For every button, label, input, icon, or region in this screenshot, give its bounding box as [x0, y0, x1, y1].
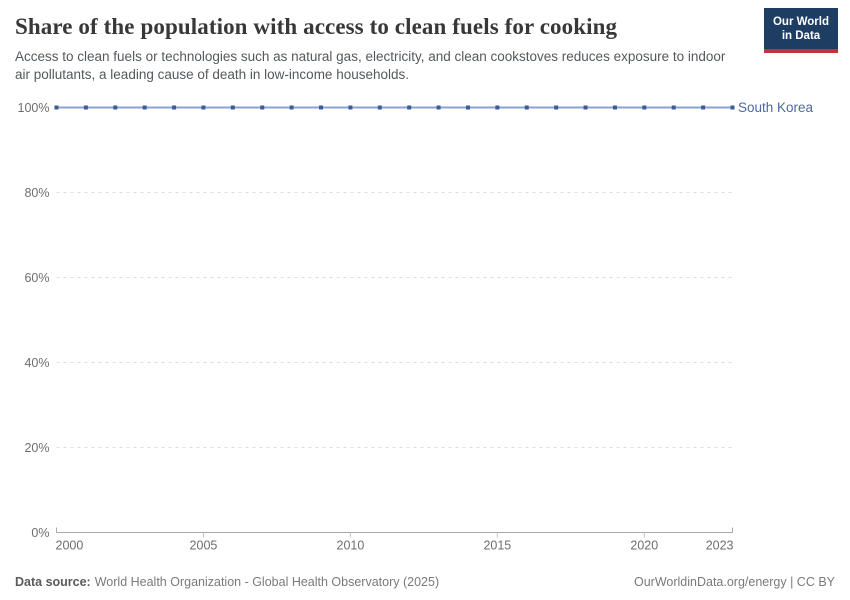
data-point-2000[interactable] — [54, 105, 59, 110]
x-tick-label-2010: 2010 — [337, 539, 365, 553]
owid-logo: Our World in Data — [764, 8, 838, 53]
data-point-2004[interactable] — [172, 105, 177, 110]
y-tick-label-0: 0% — [31, 526, 49, 540]
data-point-2022[interactable] — [701, 105, 706, 110]
y-tick-label-80: 80% — [24, 186, 49, 200]
x-tick-label-2000: 2000 — [56, 539, 84, 553]
series-label-south-korea[interactable]: South Korea — [738, 100, 814, 115]
x-tick-label-2020: 2020 — [630, 539, 658, 553]
data-point-2003[interactable] — [142, 105, 147, 110]
x-tick-label-2023: 2023 — [706, 539, 734, 553]
data-point-2012[interactable] — [407, 105, 412, 110]
data-point-2019[interactable] — [612, 105, 617, 110]
data-point-2016[interactable] — [524, 105, 529, 110]
data-point-2011[interactable] — [377, 105, 382, 110]
data-point-2010[interactable] — [348, 105, 353, 110]
y-tick-label-60: 60% — [24, 271, 49, 285]
data-point-2005[interactable] — [201, 105, 206, 110]
data-point-2002[interactable] — [113, 105, 118, 110]
data-point-2018[interactable] — [583, 105, 588, 110]
chart-subtitle: Access to clean fuels or technologies su… — [15, 49, 726, 82]
chart-header: Share of the population with access to c… — [15, 14, 755, 84]
footer-credit-link[interactable]: OurWorldinData.org/energy | CC BY — [633, 575, 835, 589]
data-point-2014[interactable] — [465, 105, 470, 110]
x-tick-label-2015: 2015 — [483, 539, 511, 553]
data-point-2020[interactable] — [642, 105, 647, 110]
data-point-2006[interactable] — [230, 105, 235, 110]
owid-logo-line2: in Data — [781, 30, 821, 43]
page-title: Share of the population with access to c… — [15, 14, 618, 39]
data-point-2001[interactable] — [83, 105, 88, 110]
data-source-label: Data source: — [15, 575, 91, 589]
chart-footer: Data source: World Health Organization - … — [15, 575, 835, 589]
y-tick-label-40: 40% — [24, 356, 49, 370]
data-point-2017[interactable] — [554, 105, 559, 110]
data-point-2008[interactable] — [289, 105, 294, 110]
owid-logo-line1: Our World — [772, 16, 829, 28]
data-source-value: World Health Organization - Global Healt… — [94, 575, 440, 589]
data-point-2015[interactable] — [495, 105, 500, 110]
data-point-2023[interactable] — [730, 105, 735, 110]
data-point-2007[interactable] — [260, 105, 265, 110]
y-tick-label-100: 100% — [18, 101, 50, 115]
data-point-2021[interactable] — [671, 105, 676, 110]
y-tick-label-20: 20% — [24, 441, 49, 455]
data-point-2013[interactable] — [436, 105, 441, 110]
x-tick-label-2005: 2005 — [190, 539, 218, 553]
data-point-2009[interactable] — [319, 105, 324, 110]
data-source: Data source: World Health Organization - … — [15, 575, 439, 589]
